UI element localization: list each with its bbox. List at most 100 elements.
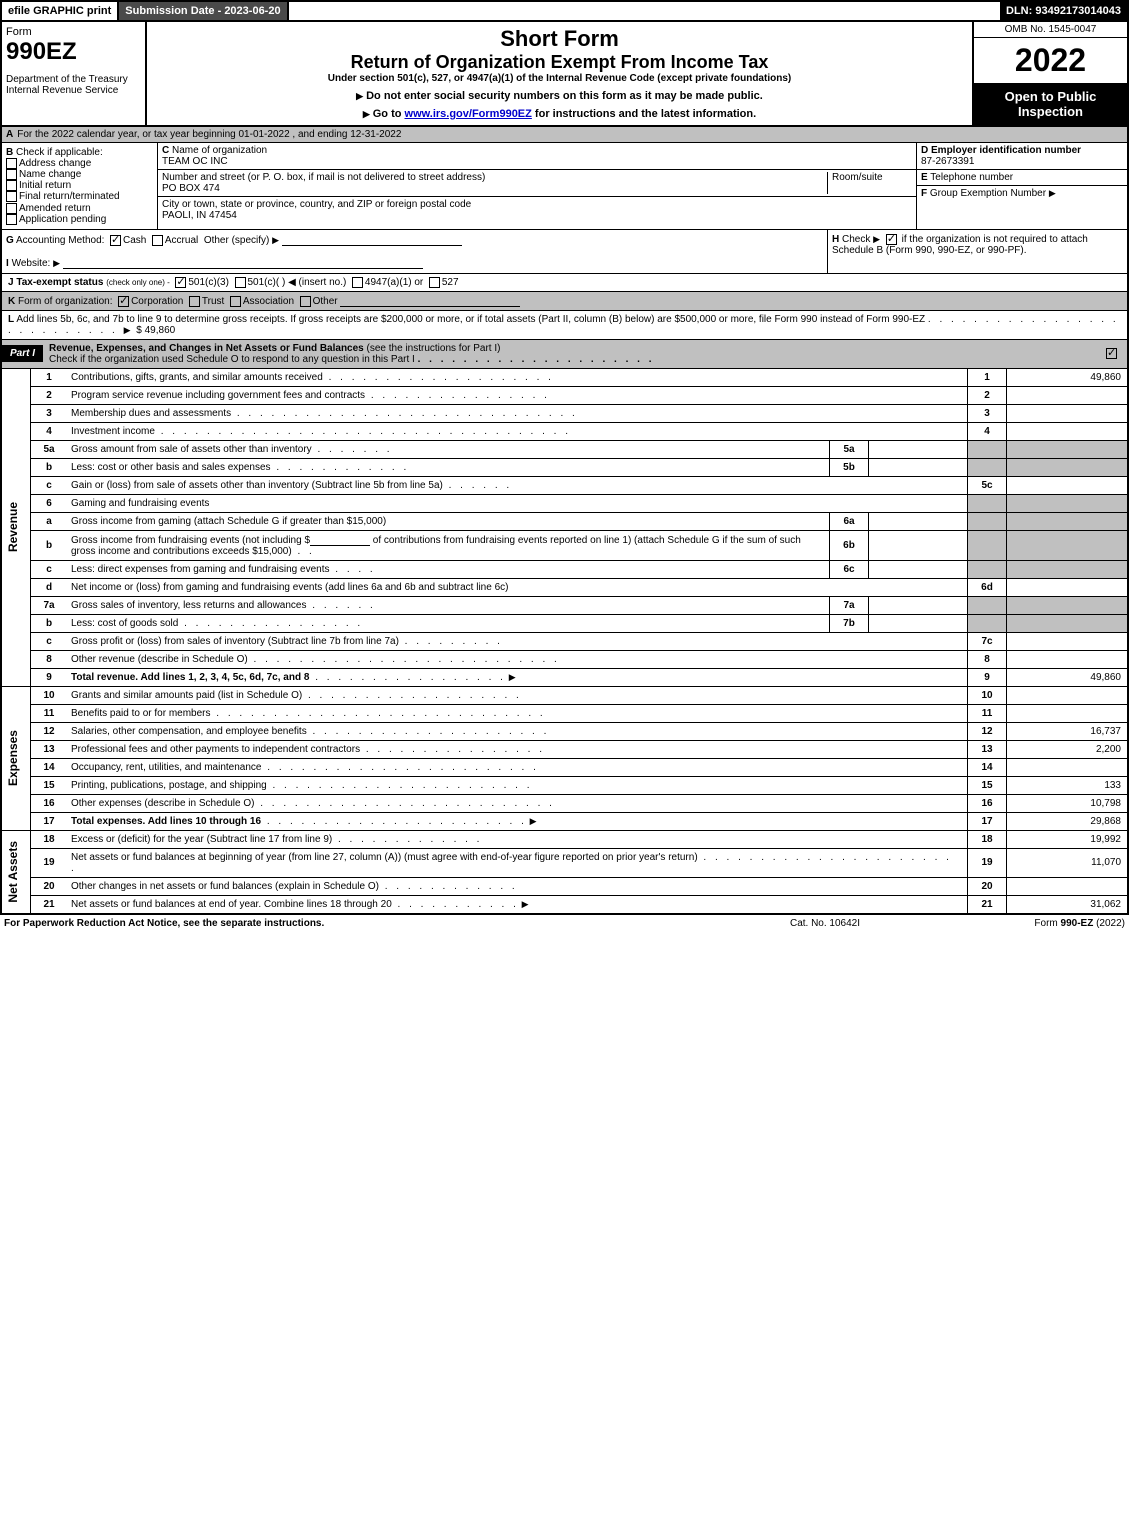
checkbox-schedule-b[interactable] xyxy=(886,234,897,245)
line-7b-subval xyxy=(869,614,968,632)
line-20: 20 Other changes in net assets or fund b… xyxy=(1,877,1128,895)
accounting-label: Accounting Method: xyxy=(16,235,104,246)
opt-other: Other (specify) xyxy=(204,235,270,246)
checkbox-501c3[interactable] xyxy=(175,277,186,288)
netassets-label: Net Assets xyxy=(6,841,20,903)
city: PAOLI, IN 47454 xyxy=(162,210,237,221)
line-11-no: 11 xyxy=(31,704,68,722)
checkbox-4947[interactable] xyxy=(352,277,363,288)
line-21-desc: Net assets or fund balances at end of ye… xyxy=(71,899,392,910)
website-input[interactable] xyxy=(63,257,423,269)
group-label: Group Exemption Number xyxy=(930,188,1046,199)
checkbox-501c[interactable] xyxy=(235,277,246,288)
checkbox-other-org[interactable] xyxy=(300,296,311,307)
line-13: 13 Professional fees and other payments … xyxy=(1,740,1128,758)
line-11-desc: Benefits paid to or for members xyxy=(71,708,211,719)
checkbox-initial-return[interactable] xyxy=(6,180,17,191)
line-6b-shade2 xyxy=(1007,530,1129,560)
line-6a-sub: 6a xyxy=(830,512,869,530)
tax-exempt-note: (check only one) - xyxy=(106,278,170,287)
line-3-no: 3 xyxy=(31,404,68,422)
line-4: 4 Investment income . . . . . . . . . . … xyxy=(1,422,1128,440)
line-7b-shade xyxy=(968,614,1007,632)
line-4-val xyxy=(1007,422,1129,440)
line-17-desc: Total expenses. Add lines 10 through 16 xyxy=(71,816,261,827)
line-6b-input[interactable] xyxy=(310,534,370,546)
line-15: 15 Printing, publications, postage, and … xyxy=(1,776,1128,794)
line-20-no: 20 xyxy=(31,877,68,895)
line-8-desc: Other revenue (describe in Schedule O) xyxy=(71,654,248,665)
checkbox-address-change[interactable] xyxy=(6,158,17,169)
checkbox-schedule-o[interactable] xyxy=(1106,348,1117,359)
checkbox-cash[interactable] xyxy=(110,235,121,246)
line-5c-val xyxy=(1007,476,1129,494)
line-19: 19 Net assets or fund balances at beginn… xyxy=(1,848,1128,877)
opt-address-change: Address change xyxy=(19,158,91,169)
line-6b: b Gross income from fundraising events (… xyxy=(1,530,1128,560)
other-specify-input[interactable] xyxy=(282,234,462,246)
line-7c-desc: Gross profit or (loss) from sales of inv… xyxy=(71,636,399,647)
line-6a-shade2 xyxy=(1007,512,1129,530)
line-7a-shade2 xyxy=(1007,596,1129,614)
line-11-num: 11 xyxy=(968,704,1007,722)
line-6a-no: a xyxy=(31,512,68,530)
line-1-desc: Contributions, gifts, grants, and simila… xyxy=(71,372,323,383)
city-label: City or town, state or province, country… xyxy=(162,199,471,210)
checkbox-527[interactable] xyxy=(429,277,440,288)
header-left: Form 990EZ Department of the Treasury In… xyxy=(2,22,147,125)
line-8-no: 8 xyxy=(31,650,68,668)
line-6d-val xyxy=(1007,578,1129,596)
checkbox-pending[interactable] xyxy=(6,214,17,225)
checkbox-name-change[interactable] xyxy=(6,169,17,180)
opt-4947: 4947(a)(1) or xyxy=(365,277,423,288)
checkbox-final-return[interactable] xyxy=(6,191,17,202)
checkbox-trust[interactable] xyxy=(189,296,200,307)
line-1-val: 49,860 xyxy=(1007,369,1129,387)
line-7b-desc: Less: cost of goods sold xyxy=(71,618,178,629)
opt-accrual: Accrual xyxy=(165,235,198,246)
line-15-desc: Printing, publications, postage, and shi… xyxy=(71,780,267,791)
letter-c: C xyxy=(162,145,169,156)
section-j: J Tax-exempt status (check only one) - 5… xyxy=(0,274,1129,292)
line-6b-shade xyxy=(968,530,1007,560)
line-6c-subval xyxy=(869,560,968,578)
part1-badge: Part I xyxy=(2,345,43,362)
irs-link[interactable]: www.irs.gov/Form990EZ xyxy=(405,108,532,120)
line-7b: b Less: cost of goods sold . . . . . . .… xyxy=(1,614,1128,632)
header-center: Short Form Return of Organization Exempt… xyxy=(147,22,972,125)
checkbox-association[interactable] xyxy=(230,296,241,307)
line-21: 21 Net assets or fund balances at end of… xyxy=(1,895,1128,913)
ein-row: D Employer identification number 87-2673… xyxy=(917,143,1127,170)
line-7c-val xyxy=(1007,632,1129,650)
subtitle: Under section 501(c), 527, or 4947(a)(1)… xyxy=(151,73,968,84)
line-7b-shade2 xyxy=(1007,614,1129,632)
line-6-desc: Gaming and fundraising events xyxy=(71,498,209,509)
letter-e: E xyxy=(921,172,928,183)
main-title: Return of Organization Exempt From Incom… xyxy=(151,52,968,73)
line-5c-no: c xyxy=(31,476,68,494)
line-5c: c Gain or (loss) from sale of assets oth… xyxy=(1,476,1128,494)
line-16-num: 16 xyxy=(968,794,1007,812)
notice-url-post: for instructions and the latest informat… xyxy=(532,108,756,120)
efile-label: efile GRAPHIC print xyxy=(2,2,117,20)
checkbox-amended[interactable] xyxy=(6,203,17,214)
tel-row: E Telephone number xyxy=(917,170,1127,186)
line-20-val xyxy=(1007,877,1129,895)
line-6c-no: c xyxy=(31,560,68,578)
opt-corporation: Corporation xyxy=(131,296,183,307)
line-5a-shade xyxy=(968,440,1007,458)
section-h: H Check if the organization is not requi… xyxy=(827,230,1127,273)
line-7a-subval xyxy=(869,596,968,614)
form-label: Form xyxy=(6,26,141,38)
checkbox-accrual[interactable] xyxy=(152,235,163,246)
footer-cat: Cat. No. 10642I xyxy=(725,918,925,929)
line-6a-desc: Gross income from gaming (attach Schedul… xyxy=(71,516,386,527)
checkbox-corporation[interactable] xyxy=(118,296,129,307)
opt-527: 527 xyxy=(442,277,459,288)
footer-right-bold: 990-EZ xyxy=(1061,918,1094,929)
other-org-input[interactable] xyxy=(340,295,520,307)
line-1-num: 1 xyxy=(968,369,1007,387)
line-7c-no: c xyxy=(31,632,68,650)
opt-pending: Application pending xyxy=(19,214,106,225)
line-4-no: 4 xyxy=(31,422,68,440)
